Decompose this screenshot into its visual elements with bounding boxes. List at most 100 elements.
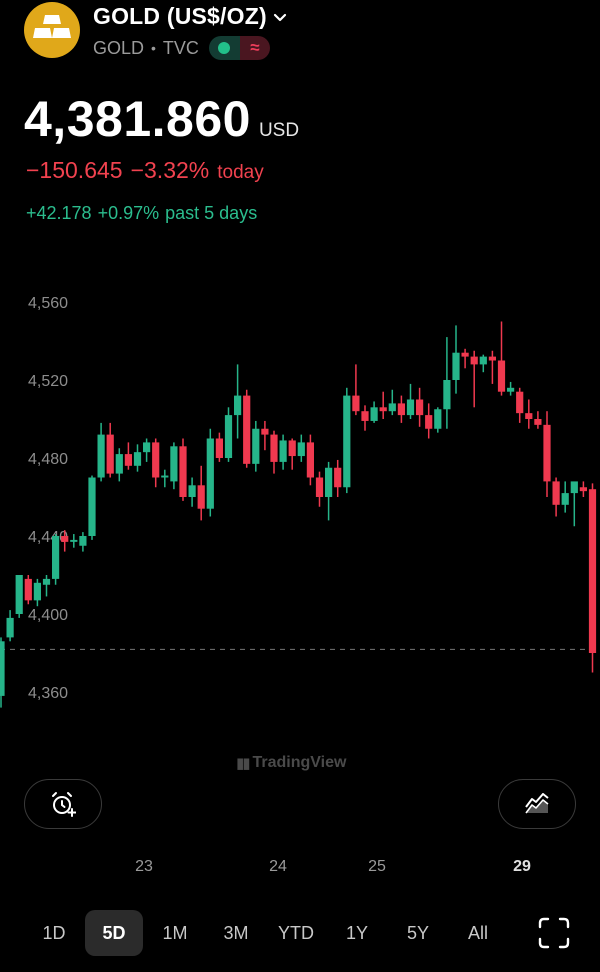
candle-body [42,578,51,585]
candle [115,448,123,482]
candle [534,411,542,429]
candle [361,405,369,431]
candle [179,438,187,501]
candle-body [288,440,296,457]
candle [588,483,597,673]
candle-body [88,477,96,536]
candle-body [406,399,415,416]
candle [188,477,196,507]
candle-body [352,395,360,412]
candle-body [243,395,251,464]
daily-change-label: today [217,162,264,183]
candle-body [516,391,524,414]
candle-body [325,467,333,497]
tab-5d[interactable]: 5D [85,910,143,956]
y-axis-tick-label: 4,560 [28,295,68,312]
candle [425,403,433,439]
daily-change-percent: −3.32% [130,157,210,183]
candle [352,364,360,416]
candle-body [452,352,460,380]
tab-1y[interactable]: 1Y [345,922,369,943]
candle-body [434,409,442,429]
tab-ytd[interactable]: YTD [278,922,314,943]
candle-body [579,487,587,492]
candle-body [525,413,533,419]
tradingview-watermark: ▮▮ TradingView [236,754,346,772]
candle [270,430,278,474]
candle [243,389,251,468]
candle [325,461,333,521]
date-label: 25 [368,858,386,875]
candle [261,420,269,451]
period-change-percent: +0.97% [97,203,160,223]
candle-body [252,428,260,464]
candle-body [0,641,5,696]
tab-3m[interactable]: 3M [223,922,249,943]
candle [507,381,515,396]
candle-body [33,582,41,601]
tab-5y[interactable]: 5Y [406,922,430,943]
tab-1d[interactable]: 1D [42,922,66,943]
daily-change: −150.645 −3.32% today [26,157,264,184]
tab-1m[interactable]: 1M [162,922,188,943]
tradingview-logo-icon: ▮▮ [236,755,250,772]
candle-body [52,536,60,579]
date-axis: 23 24 25 29 [0,858,600,882]
candle-body [370,407,378,421]
candle-body [234,395,242,416]
market-status-badge[interactable]: ≈ [208,36,270,60]
candle [6,610,14,642]
candle [452,325,460,394]
candle-body [124,454,132,466]
candle [497,321,506,396]
candle [52,534,60,585]
delayed-data-icon: ≈ [239,36,270,60]
fullscreen-icon[interactable] [538,917,570,949]
candle-body [379,407,387,412]
y-axis-tick-label: 4,480 [28,451,68,468]
candle-body [79,536,87,546]
candle [388,389,396,416]
candle-body [461,352,469,357]
candle-body [552,481,560,505]
candle-body [425,415,433,429]
candle-body [279,440,287,462]
candle-body [161,475,169,478]
candle-body [315,477,324,497]
candle [133,444,142,472]
candle [488,350,496,384]
candle [24,575,32,605]
candle [379,391,387,419]
add-alert-button[interactable] [24,779,102,829]
candle-body [561,493,569,505]
candle-body [443,380,451,410]
candle-body [397,403,405,416]
candle [315,471,324,507]
candle [42,575,51,597]
candle-body [152,442,160,478]
candle [397,395,405,423]
candle [297,434,305,462]
candle [215,432,223,462]
candle [470,350,478,408]
tab-all[interactable]: All [467,922,489,943]
ticker-symbol: GOLD [93,37,145,58]
candle [0,637,5,708]
candle-body [570,481,578,494]
candle [370,401,378,423]
candle [61,530,69,552]
candle-body [416,399,424,416]
gold-bars-icon [24,2,80,58]
candle-body [97,434,105,478]
date-label: 23 [135,858,153,875]
symbol-selector[interactable]: GOLD (US$/OZ) [93,3,287,30]
period-change-value: +42.178 [26,203,92,223]
candle-body [361,411,369,421]
candle [334,459,342,497]
exchange-name: TVC [162,37,199,58]
market-open-icon [208,36,240,60]
candle [343,387,351,494]
chart-style-button[interactable] [498,779,576,829]
candle [306,434,314,486]
